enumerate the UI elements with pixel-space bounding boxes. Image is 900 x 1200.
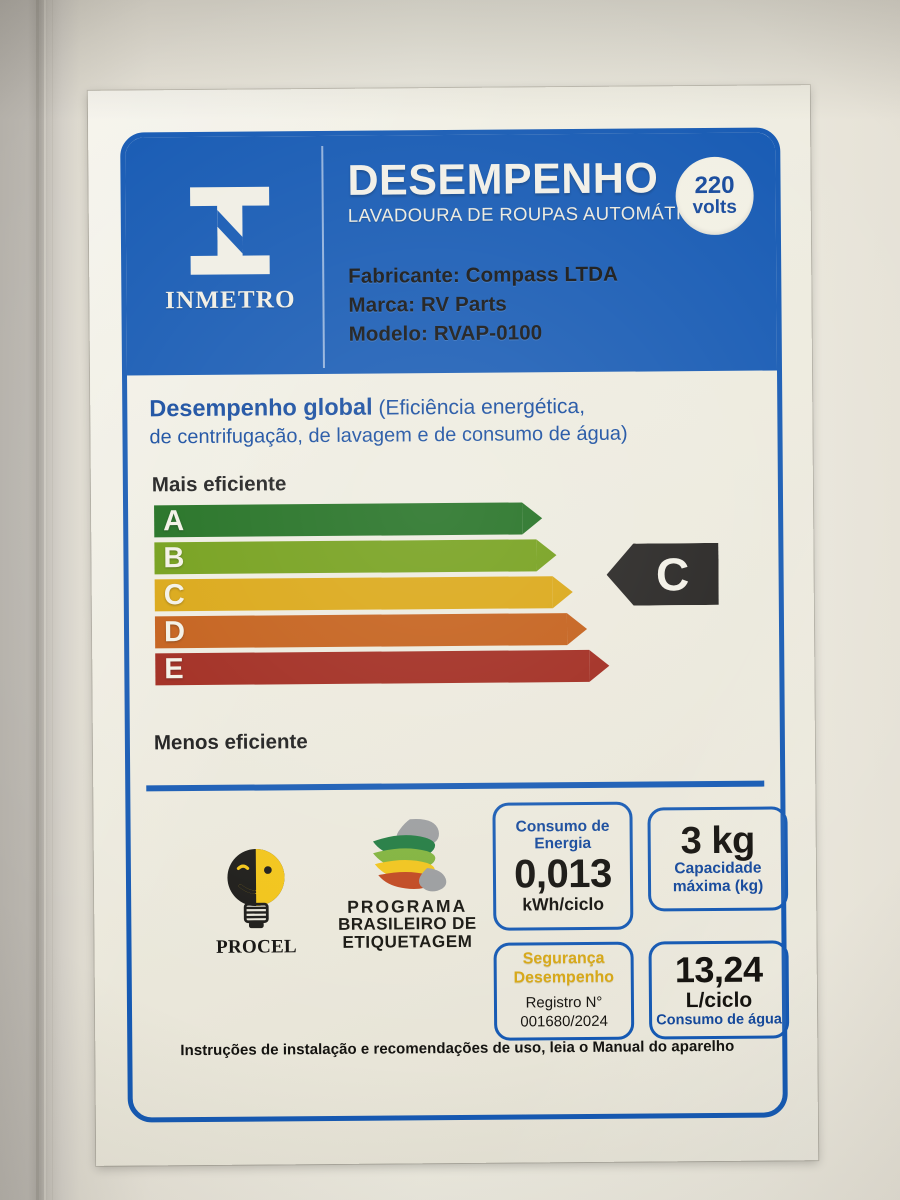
voltage-value: 220 — [694, 171, 735, 200]
header-title-block: DESEMPENHO LAVADOURA DE ROUPAS AUTOMÁTIC… — [347, 154, 709, 227]
global-performance-heading: Desempenho global (Eficiência energética… — [149, 389, 769, 450]
consumption-box-grid: Consumo de Energia 0,013 kWh/ciclo 3 kg … — [492, 800, 790, 1054]
footer-instructions: Instruções de instalação e recomendações… — [180, 1037, 735, 1060]
label-header: INMETRO DESEMPENHO LAVADOURA DE ROUPAS A… — [125, 132, 778, 376]
bar-letter-d: D — [163, 615, 186, 648]
bar-arrow-tip — [552, 576, 573, 609]
label-subtitle: LAVADOURA DE ROUPAS AUTOMÁTICA — [347, 201, 709, 226]
efficiency-bar-a: A — [154, 501, 754, 538]
header-divider — [321, 146, 325, 369]
safety-line-2: Desempenho — [513, 968, 615, 987]
bar-letter-e: E — [164, 652, 184, 685]
label-title: DESEMPENHO — [347, 154, 659, 205]
energy-label-sticker: INMETRO DESEMPENHO LAVADOURA DE ROUPAS A… — [87, 85, 819, 1166]
water-caption: Consumo de água — [656, 1011, 783, 1029]
registry-line-2: 001680/2024 — [520, 1012, 608, 1031]
bar-body — [155, 649, 590, 686]
bar-body — [154, 539, 537, 575]
heading-bold: Desempenho global — [149, 393, 373, 422]
bar-arrow-tip — [536, 539, 557, 572]
energy-consumption-box: Consumo de Energia 0,013 kWh/ciclo — [492, 801, 634, 931]
bar-body — [154, 502, 523, 538]
appliance-seam-inner — [44, 0, 46, 1200]
registry-line-1: Registro N° — [525, 993, 603, 1012]
label-bottom-section: PROCEL PROGRAMA BRASILEIRO DE ETIQUETAGE… — [130, 792, 790, 1067]
inmetro-ibeam-icon — [190, 186, 270, 275]
inmetro-logo: INMETRO — [153, 178, 306, 315]
voltage-badge: 220 volts — [675, 156, 754, 236]
energy-caption-line-1: Consumo de — [515, 817, 610, 836]
capacity-caption-line-1: Capacidade — [674, 859, 762, 878]
bar-arrow-tip — [566, 612, 588, 646]
brand-line: Marca: RV Parts — [348, 292, 507, 317]
efficiency-bar-e: E — [155, 649, 755, 686]
bar-letter-a: A — [163, 504, 185, 537]
bar-body — [154, 613, 568, 649]
pbe-line-3: ETIQUETAGEM — [342, 931, 473, 952]
capacity-caption-line-2: máxima (kg) — [672, 877, 764, 896]
energy-caption-line-2: Energia — [534, 835, 592, 853]
procel-wordmark: PROCEL — [215, 936, 298, 958]
capacity-box: 3 kg Capacidade máxima (kg) — [647, 806, 789, 912]
most-efficient-label: Mais eficiente — [151, 472, 287, 497]
pbe-line-2: BRASILEIRO DE — [338, 913, 477, 934]
energy-value: 0,013 — [513, 851, 612, 897]
bar-body — [154, 576, 553, 612]
capacity-value: 3 kg — [680, 819, 755, 863]
model-line: Modelo: RVAP-0100 — [348, 321, 543, 347]
least-efficient-label: Menos eficiente — [153, 730, 308, 755]
energy-unit: kWh/ciclo — [522, 894, 605, 915]
heading-paren: (Eficiência energética, — [372, 394, 586, 420]
procel-lightbulb-icon — [227, 848, 285, 929]
voltage-unit: volts — [692, 196, 737, 219]
heading-line-1: Desempenho global (Eficiência energética… — [149, 389, 769, 424]
appliance-seam-outer — [36, 0, 39, 1200]
bar-arrow-tip — [589, 649, 610, 682]
bar-letter-c: C — [163, 578, 185, 611]
procel-seal: PROCEL — [201, 842, 312, 959]
product-meta: Fabricante: Compass LTDA Marca: RV Parts… — [348, 260, 618, 349]
inmetro-energy-label: INMETRO DESEMPENHO LAVADOURA DE ROUPAS A… — [120, 127, 790, 1123]
pbe-seal: PROGRAMA BRASILEIRO DE ETIQUETAGEM — [326, 815, 487, 951]
pbe-swirl-icon — [372, 819, 447, 892]
registration-box: Segurança Desempenho Registro N° 001680/… — [493, 941, 635, 1041]
appliance-panel-edge — [52, 0, 53, 1200]
bar-letter-b: B — [163, 541, 185, 574]
manufacturer-line: Fabricante: Compass LTDA — [348, 262, 619, 288]
water-consumption-box: 13,24 L/ciclo Consumo de água — [648, 940, 790, 1040]
inmetro-wordmark: INMETRO — [165, 286, 296, 315]
section-divider — [146, 780, 765, 792]
heading-line-2: de centrifugação, de lavagem e de consum… — [149, 422, 628, 448]
water-value: 13,24 — [674, 948, 763, 991]
rating-letter: C — [655, 548, 690, 601]
bar-arrow-tip — [522, 502, 543, 535]
safety-line-1: Segurança — [522, 950, 605, 968]
rating-pointer: C — [606, 543, 718, 606]
water-unit: L/ciclo — [685, 988, 753, 1013]
efficiency-bar-d: D — [154, 612, 755, 649]
